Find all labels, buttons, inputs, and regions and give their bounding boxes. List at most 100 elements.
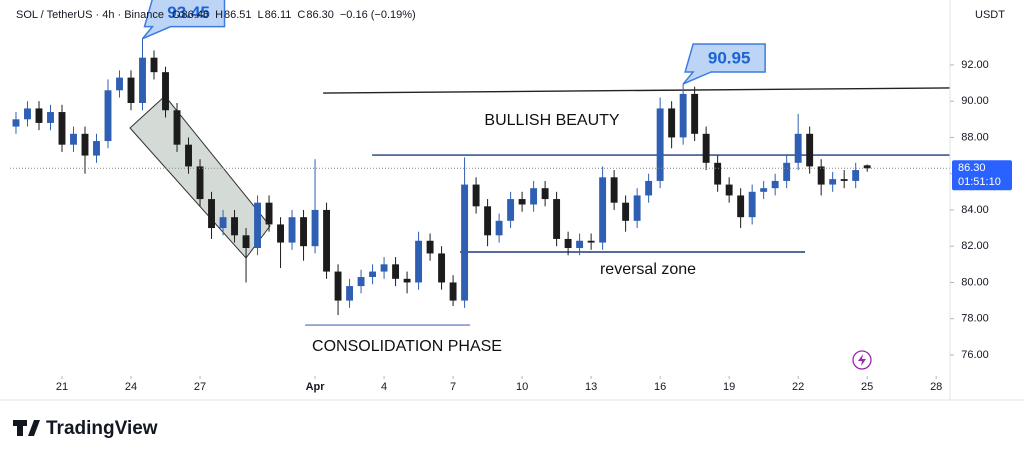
candle-body [679,93,687,138]
x-tick-label: 19 [723,381,735,393]
candle-body [173,110,181,145]
x-tick-label: 21 [56,381,68,393]
overlay: SOL / TetherUS · 4h · Binance USDT BULLI… [13,9,1012,439]
chart-title: SOL / TetherUS · 4h · Binance [16,9,164,21]
candle-body [104,90,112,142]
candle-body [553,199,561,239]
candle-body [495,220,503,236]
candle-body [58,112,66,145]
candle-body [806,133,814,167]
candle-body [47,112,54,123]
candle-body [737,195,745,218]
candle-body [116,77,123,91]
brand-logo [13,420,40,436]
candle-body [541,188,549,200]
legend-value: 86.30 [306,9,334,21]
candle-body [311,209,319,247]
candle-body [587,240,595,243]
candle-body [760,188,768,192]
candle-body [633,195,641,221]
annotation: BULLISH BEAUTY [484,112,619,129]
y-tick-label: 80.00 [961,276,989,288]
candle-body [254,202,261,249]
legend-key: L [258,9,264,21]
candle-body [150,57,158,73]
candle-body [461,184,469,301]
brand-name: TradingView [46,418,158,439]
candle-body [852,170,860,181]
alert-bolt [858,354,866,366]
legend-change: −0.16 (−0.19%) [340,9,416,21]
candle-body [656,108,664,181]
x-tick-label: 22 [792,381,804,393]
candle-body [93,141,100,156]
alert-icon[interactable] [852,350,872,370]
candle-body [208,199,215,229]
candle-body [357,277,365,287]
candle-body [380,264,388,272]
y-tick-label: 78.00 [961,313,989,325]
y-tick-label: 88.00 [961,131,989,143]
candle-body [530,188,538,205]
candle-body [472,184,480,207]
x-tick-label: 16 [654,381,666,393]
candle-body [323,209,331,272]
x-tick-label: 10 [516,381,528,393]
candle-body [449,282,457,301]
x-tick-label: Apr [306,381,326,393]
y-tick-label: 90.00 [961,95,989,107]
candle-body [645,180,653,196]
y-tick-label: 92.00 [961,59,989,71]
candle-body [346,286,354,301]
candle-body [783,162,791,181]
candle-body [277,224,284,243]
candle-body [599,177,607,243]
candle-body [403,278,411,283]
candle-body [127,77,135,103]
callout-box [682,43,766,85]
candle-body [863,165,871,169]
candle-body [622,202,630,221]
x-tick-label: 28 [930,381,942,393]
candle-body [392,264,400,279]
x-tick-label: 7 [450,381,456,393]
legend-key: H [215,9,223,21]
candle-body [817,166,825,185]
candle-body [334,271,342,301]
y-unit: USDT [975,9,1005,21]
legend-key: O [172,9,181,21]
x-tick-label: 24 [125,381,137,393]
candle-body [35,108,43,123]
candle-body [415,240,423,283]
candle-body [564,238,572,249]
legend-value: 86.46 [182,9,210,21]
candle-body [702,133,710,163]
candle-body [231,217,238,236]
y-tick-label: 82.00 [961,240,989,252]
candle-body [771,180,779,189]
callout-label: 90.95 [708,48,751,67]
candle-body [196,166,204,200]
candle-body [840,179,848,181]
candle-body [794,133,802,163]
candle-body [725,184,733,196]
candle-body [162,72,169,111]
y-tick-label: 84.00 [961,204,989,216]
x-tick-label: 27 [194,381,206,393]
candle-body [24,108,31,120]
candle-body [691,93,699,134]
candle-body [369,271,377,278]
annotation: CONSOLIDATION PHASE [312,338,502,355]
y-tick-label: 76.00 [961,349,989,361]
callout-box [141,0,226,40]
x-tick-label: 13 [585,381,597,393]
candle-body [265,202,273,225]
candle-body [70,133,77,145]
candle-body [426,240,434,254]
countdown: 01:51:10 [958,176,1001,188]
x-tick-label: 25 [861,381,873,393]
x-tick-label: 4 [381,381,387,393]
